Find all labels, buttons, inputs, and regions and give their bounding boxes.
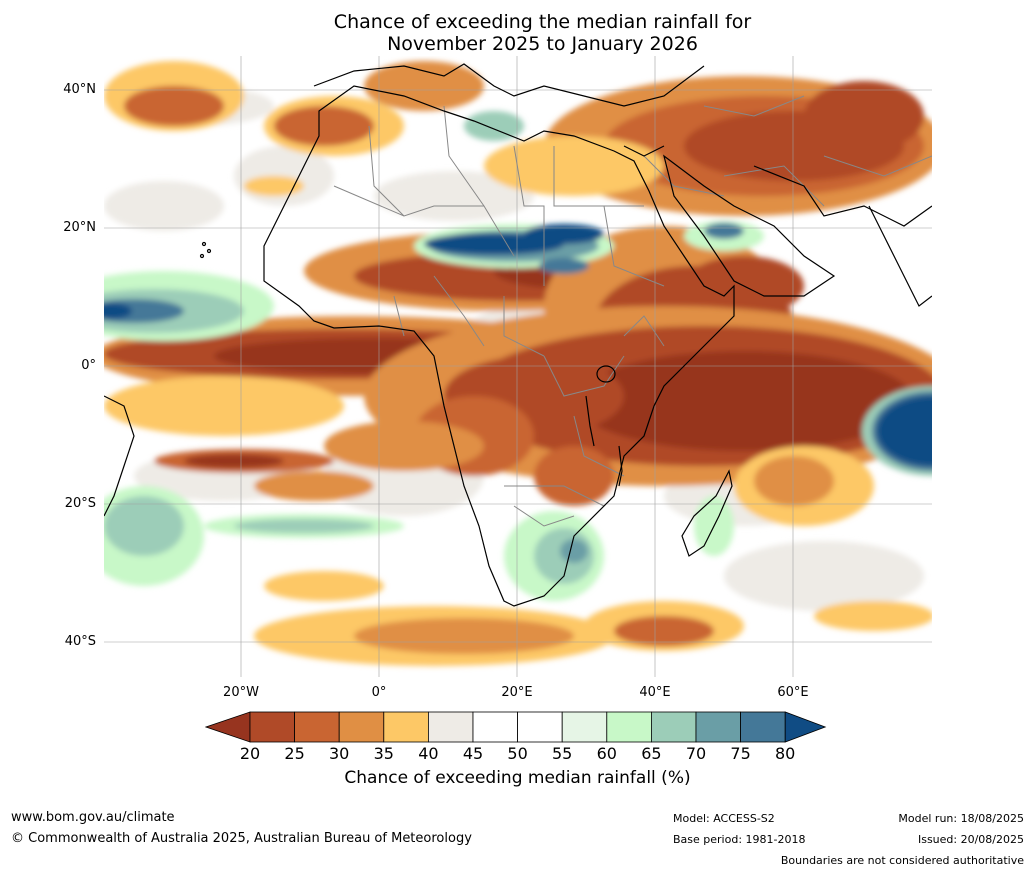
lon-label-0: 0° xyxy=(371,685,387,700)
colorbar-box-50-55 xyxy=(517,711,563,743)
colorbar-box-40-45 xyxy=(427,711,474,743)
colorbar-extend-high xyxy=(784,711,827,743)
map-title-line-2: November 2025 to January 2026 xyxy=(387,33,698,55)
colorbar-label: Chance of exceeding median rainfall (%) xyxy=(344,768,691,788)
colorbar-box-55-60 xyxy=(561,711,608,743)
colorbar-box-70-75 xyxy=(695,711,741,743)
colorbar-box-25-30 xyxy=(294,711,340,743)
colorbar-box-30-35 xyxy=(338,711,385,743)
colorbar-tick-40: 40 xyxy=(418,744,439,763)
colorbar-tick-25: 25 xyxy=(284,744,305,763)
lat-label-0: 0° xyxy=(81,358,96,373)
colorbar-tick-70: 70 xyxy=(685,744,707,763)
lat-label-40n: 40°N xyxy=(63,82,96,97)
graticule xyxy=(104,56,932,677)
colorbar-box-60-65 xyxy=(606,711,652,743)
lon-label-60e: 60°E xyxy=(777,685,809,700)
colorbar-tick-45: 45 xyxy=(462,744,484,763)
colorbar-extend-low xyxy=(205,711,251,743)
colorbar-box-75-80 xyxy=(740,711,786,743)
footer-disclaimer: Boundaries are not considered authoritat… xyxy=(780,854,1024,867)
lat-label-40s: 40°S xyxy=(64,634,96,649)
colorbar-tick-75: 75 xyxy=(730,744,751,763)
footer-url: www.bom.gov.au/climate xyxy=(11,810,175,825)
lon-label-20e: 20°E xyxy=(501,685,533,700)
colorbar-box-65-70 xyxy=(650,711,697,743)
coastlines xyxy=(104,63,932,607)
footer-issued: Issued: 20/08/2025 xyxy=(917,833,1024,846)
colorbar xyxy=(205,711,827,743)
footer-model: Model: ACCESS-S2 xyxy=(673,812,775,825)
footer-base-period: Base period: 1981-2018 xyxy=(673,833,806,846)
country-boundaries xyxy=(333,95,932,527)
footer-copyright: © Commonwealth of Australia 2025, Austra… xyxy=(11,831,472,846)
colorbar-box-35-40 xyxy=(383,711,429,743)
colorbar-tick-20: 20 xyxy=(239,744,261,763)
lon-label-20w: 20°W xyxy=(223,685,259,700)
colorbar-tick-55: 55 xyxy=(552,744,573,763)
lat-label-20n: 20°N xyxy=(63,220,96,235)
colorbar-tick-50: 50 xyxy=(507,744,528,763)
colorbar-box-45-50 xyxy=(472,711,518,743)
colorbar-tick-80: 80 xyxy=(775,744,796,763)
colorbar-tick-60: 60 xyxy=(596,744,617,763)
lat-label-20s: 20°S xyxy=(64,496,96,511)
rainfall-field xyxy=(104,61,932,666)
colorbar-box-20-25 xyxy=(249,711,295,743)
map-title-line-1: Chance of exceeding the median rainfall … xyxy=(333,11,752,33)
colorbar-tick-65: 65 xyxy=(641,744,662,763)
footer-model-run: Model run: 18/08/2025 xyxy=(898,812,1024,825)
colorbar-tick-35: 35 xyxy=(373,744,394,763)
lon-label-40e: 40°E xyxy=(639,685,671,700)
rainfall-map xyxy=(104,56,932,677)
colorbar-tick-30: 30 xyxy=(329,744,350,763)
